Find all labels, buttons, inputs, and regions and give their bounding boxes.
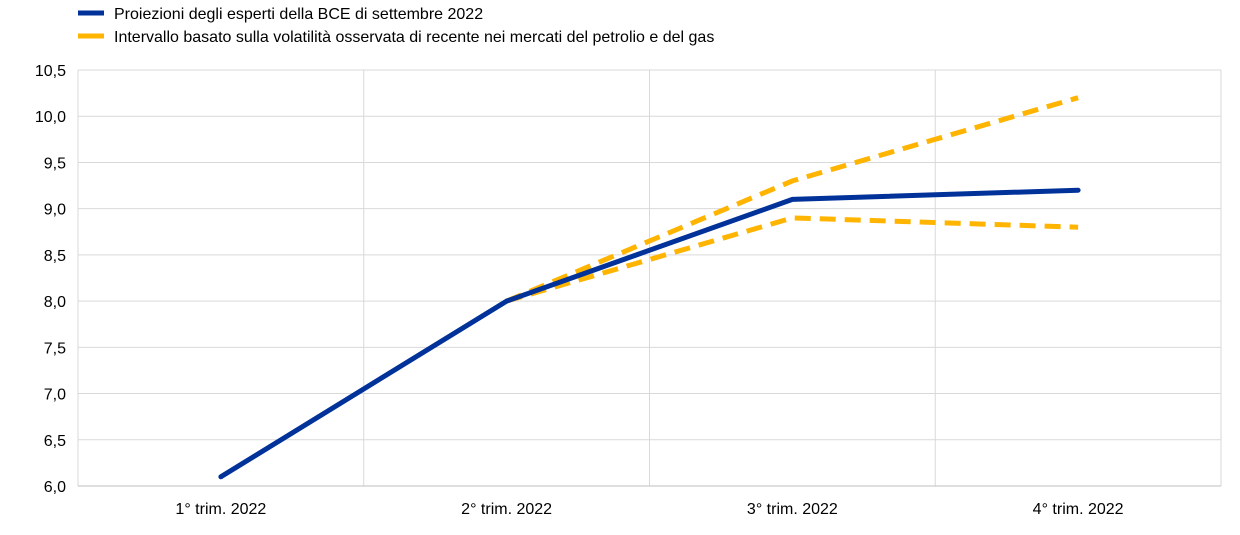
y-tick-label: 9,5 [44, 155, 66, 172]
y-tick-label: 8,5 [44, 248, 66, 265]
series-line-2 [505, 215, 1079, 304]
axes: 6,0 6,5 7,0 7,5 8,0 8,5 9,0 9,5 10,0 10,5 1° trim.… [35, 63, 1221, 518]
y-tick-label: 6,0 [44, 479, 66, 496]
legend: Proiezioni degli esperti della BCE di se… [78, 6, 714, 46]
x-tick-label: 4° trim. 2022 [1033, 501, 1124, 518]
series-lines [218, 95, 1081, 480]
y-tick-label: 7,5 [44, 340, 66, 357]
x-tick-label: 2° trim. 2022 [461, 501, 552, 518]
y-tick-label: 8,0 [44, 294, 66, 311]
x-tick-label: 3° trim. 2022 [747, 501, 838, 518]
y-tick-label: 9,0 [44, 202, 66, 219]
series-line-1 [505, 95, 1079, 304]
y-tick-label: 10,0 [35, 109, 66, 126]
series-line-0 [218, 187, 1081, 480]
y-tick-label: 6,5 [44, 433, 66, 450]
gridlines [77, 69, 1222, 487]
legend-label-projections: Proiezioni degli esperti della BCE di se… [114, 6, 483, 23]
x-tick-label: 1° trim. 2022 [175, 501, 266, 518]
y-tick-label: 10,5 [35, 63, 66, 80]
y-tick-label: 7,0 [44, 387, 66, 404]
legend-label-range: Intervallo basato sulla volatilità osser… [114, 29, 714, 46]
